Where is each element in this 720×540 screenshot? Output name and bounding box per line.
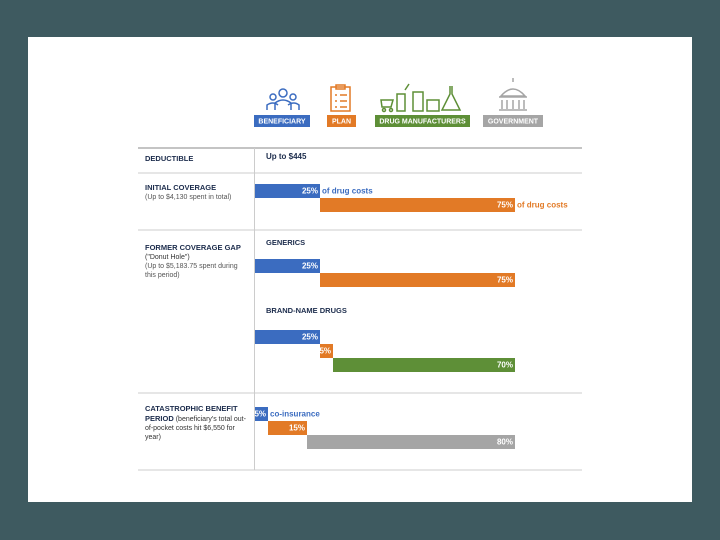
row-title: FORMER COVERAGE GAP bbox=[145, 243, 241, 252]
bar bbox=[320, 273, 515, 287]
bar bbox=[255, 407, 268, 421]
legend-label: GOVERNMENT bbox=[488, 118, 539, 125]
row-title-note: ("Donut Hole") bbox=[145, 254, 190, 261]
bar-label: 5% bbox=[319, 347, 331, 356]
bar-label: 70% bbox=[497, 361, 513, 370]
icons bbox=[266, 78, 527, 113]
dividers bbox=[138, 147, 582, 471]
bar bbox=[320, 198, 515, 212]
bar bbox=[320, 344, 333, 358]
plan-icon bbox=[330, 84, 351, 112]
row-title-note: (beneficiary's total out-of-pocket costs… bbox=[145, 416, 246, 441]
legend-label: PLAN bbox=[332, 118, 351, 125]
bar-label: 5% bbox=[254, 410, 266, 419]
government-icon bbox=[499, 78, 527, 111]
row-label: CATASTROPHIC BENEFIT PERIOD (beneficiary… bbox=[145, 404, 250, 442]
legend-label: DRUG MANUFACTURERS bbox=[379, 118, 466, 125]
bar bbox=[255, 184, 320, 198]
bar bbox=[255, 330, 320, 344]
legend-box bbox=[327, 115, 356, 127]
row-amount: Up to $445 bbox=[266, 152, 307, 161]
row-note: (Up to $4,130 spent in total) bbox=[145, 194, 232, 201]
bar bbox=[333, 358, 515, 372]
bar-label: 25% bbox=[302, 333, 318, 342]
bar-label: 15% bbox=[289, 424, 305, 433]
row-title: INITIAL COVERAGE bbox=[145, 183, 217, 192]
row-label: FORMER COVERAGE GAP ("Donut Hole") (Up to… bbox=[145, 243, 250, 280]
row-label: INITIAL COVERAGE (Up to $4,130 spent in t… bbox=[145, 183, 250, 202]
bar-label: 75% bbox=[497, 276, 513, 285]
bar-suffix: of drug costs bbox=[517, 201, 568, 210]
bar-label: 80% bbox=[497, 438, 513, 447]
bar-label: 25% bbox=[302, 262, 318, 271]
row-note: (Up to $5,183.75 spent during this perio… bbox=[145, 263, 238, 279]
group-heading: BRAND-NAME DRUGS bbox=[266, 306, 347, 315]
bar-suffix: co-insurance bbox=[270, 410, 320, 419]
bar bbox=[268, 421, 307, 435]
drug-icon bbox=[380, 83, 462, 113]
group-heading: GENERICS bbox=[266, 238, 305, 247]
panel bbox=[28, 37, 692, 502]
row-title: DEDUCTIBLE bbox=[145, 154, 194, 163]
row-label: DEDUCTIBLE bbox=[145, 154, 250, 164]
bar bbox=[255, 259, 320, 273]
row-title: CATASTROPHIC BENEFIT PERIOD bbox=[145, 404, 238, 423]
legend-label: BENEFICIARY bbox=[258, 118, 306, 125]
legend-box bbox=[483, 115, 543, 127]
bar-label: 75% bbox=[497, 201, 513, 210]
bar-label: 25% bbox=[302, 187, 318, 196]
legend-box bbox=[375, 115, 470, 127]
bar bbox=[307, 435, 515, 449]
beneficiary-icon bbox=[266, 88, 300, 110]
bar-suffix: of drug costs bbox=[322, 187, 373, 196]
legend-box bbox=[254, 115, 310, 127]
